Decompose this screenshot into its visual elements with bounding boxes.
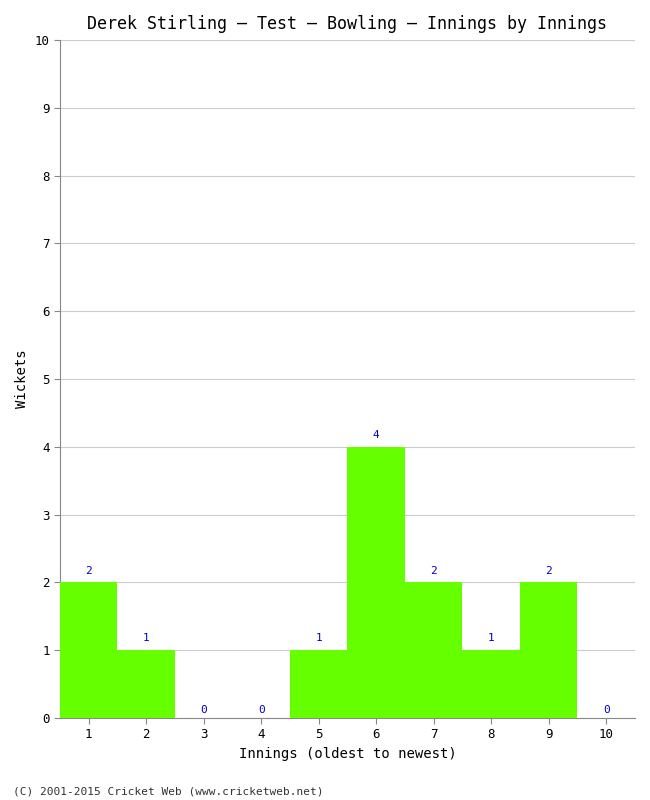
Text: 2: 2	[430, 566, 437, 576]
Text: 0: 0	[258, 705, 265, 714]
Text: (C) 2001-2015 Cricket Web (www.cricketweb.net): (C) 2001-2015 Cricket Web (www.cricketwe…	[13, 786, 324, 796]
Text: 2: 2	[85, 566, 92, 576]
Bar	[290, 650, 348, 718]
Bar	[118, 650, 175, 718]
Text: 1: 1	[143, 634, 150, 643]
Title: Derek Stirling – Test – Bowling – Innings by Innings: Derek Stirling – Test – Bowling – Inning…	[88, 15, 608, 33]
Text: 4: 4	[373, 430, 380, 440]
Text: 2: 2	[545, 566, 552, 576]
Bar	[520, 582, 577, 718]
Text: 0: 0	[200, 705, 207, 714]
Bar	[348, 447, 405, 718]
Bar	[463, 650, 520, 718]
Text: 0: 0	[603, 705, 610, 714]
Y-axis label: Wickets: Wickets	[15, 350, 29, 408]
Text: 1: 1	[315, 634, 322, 643]
Bar	[405, 582, 463, 718]
Bar	[60, 582, 118, 718]
X-axis label: Innings (oldest to newest): Innings (oldest to newest)	[239, 747, 456, 761]
Text: 1: 1	[488, 634, 495, 643]
